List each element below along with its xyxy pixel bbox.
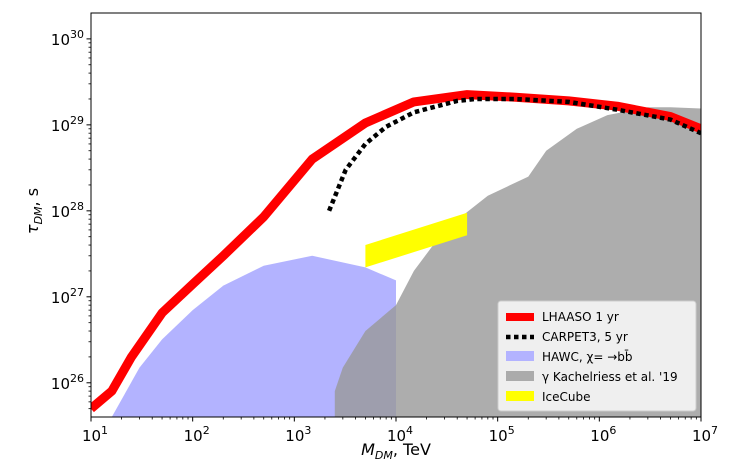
x-axis-label: MDM, TeV (361, 440, 431, 462)
axis-ticks: 101 102 103 104 105 106 107 1026 1027 1028 1029 103… (51, 28, 718, 445)
y-axis-label-main: τ (23, 224, 42, 234)
legend-box (497, 300, 697, 412)
y-axis-label-sub: DM (32, 206, 45, 224)
x-tick-label: 104 (387, 424, 413, 445)
x-axis-label-main: M (361, 440, 375, 459)
region-hawc-bb (111, 255, 397, 417)
y-tick-label: 1028 (51, 200, 84, 221)
legend-label-hawc: HAWC, χ= →bb̄ (542, 350, 633, 364)
y-axis-label: τDM, s (23, 188, 45, 234)
x-axis-label-sub: DM (375, 449, 393, 462)
legend-label-kachelriess: γ Kachelriess et al. '19 (542, 370, 678, 384)
y-tick-label: 1027 (51, 286, 84, 307)
y-tick-label: 1026 (51, 372, 84, 393)
x-tick-label: 101 (82, 424, 108, 445)
region-icecube (365, 212, 468, 268)
legend-swatch-kachelriess (506, 371, 534, 381)
y-axis-label-unit: , s (23, 188, 42, 207)
legend-label-carpet: CARPET3, 5 yr (542, 330, 628, 344)
x-tick-label: 103 (285, 424, 311, 445)
legend: LHAASO 1 yr CARPET3, 5 yr HAWC, χ= →bb̄ … (497, 300, 697, 412)
legend-swatch-icecube (506, 391, 534, 401)
legend-swatch-hawc (506, 351, 534, 361)
x-tick-label: 105 (489, 424, 515, 445)
y-tick-label: 1030 (51, 28, 84, 49)
x-axis-label-unit: , TeV (393, 440, 431, 459)
y-tick-label: 1029 (51, 114, 84, 135)
x-tick-label: 102 (184, 424, 210, 445)
legend-label-lhaaso: LHAASO 1 yr (542, 310, 619, 324)
legend-label-icecube: IceCube (542, 390, 591, 404)
x-tick-label: 107 (692, 424, 718, 445)
x-tick-label: 106 (590, 424, 616, 445)
